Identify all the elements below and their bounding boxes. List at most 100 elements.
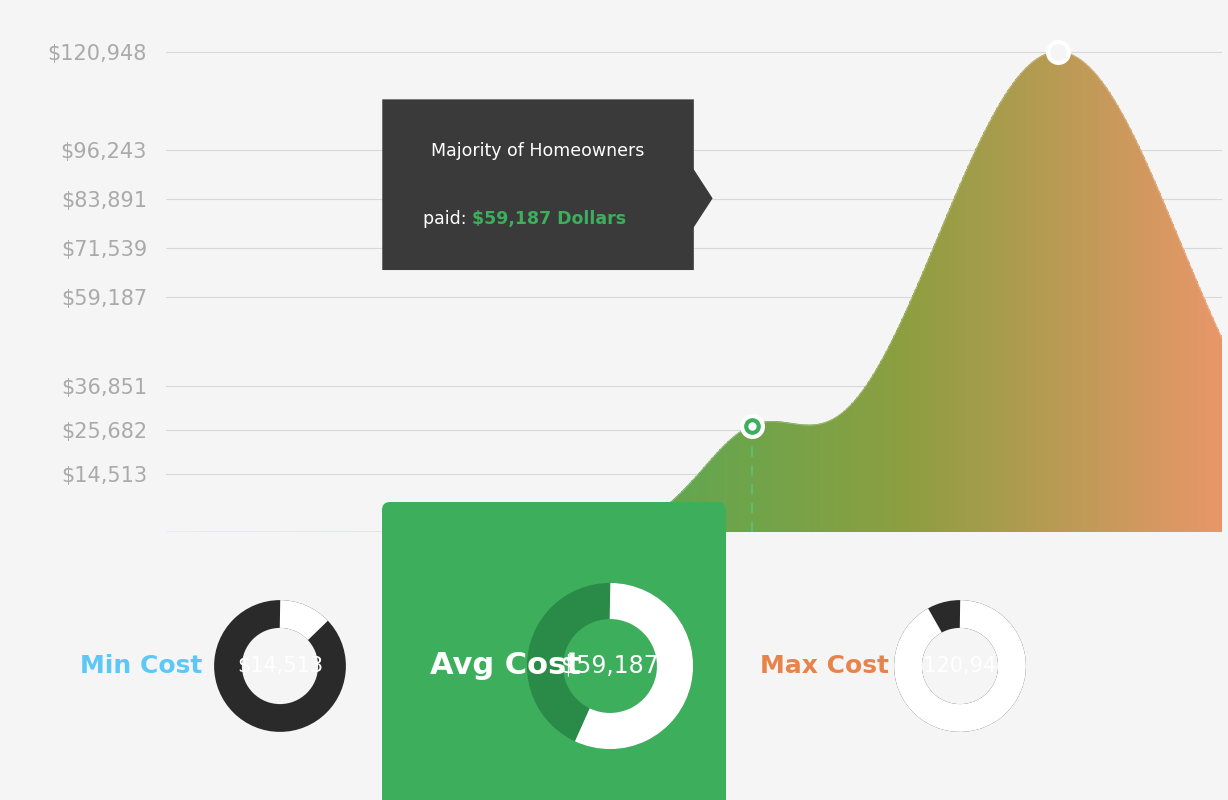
Polygon shape	[1183, 247, 1184, 532]
Polygon shape	[691, 480, 693, 532]
Polygon shape	[674, 498, 675, 532]
Polygon shape	[1054, 52, 1056, 532]
Polygon shape	[634, 523, 635, 532]
Polygon shape	[630, 524, 631, 532]
Polygon shape	[958, 187, 959, 532]
Polygon shape	[728, 441, 729, 532]
Polygon shape	[485, 527, 486, 532]
Polygon shape	[962, 178, 963, 532]
Polygon shape	[639, 522, 640, 532]
Polygon shape	[1065, 53, 1066, 532]
Polygon shape	[839, 414, 840, 532]
Polygon shape	[753, 425, 754, 532]
Polygon shape	[842, 411, 845, 532]
Polygon shape	[754, 424, 756, 532]
Polygon shape	[834, 418, 835, 532]
Polygon shape	[1083, 62, 1084, 532]
Polygon shape	[846, 409, 847, 532]
Polygon shape	[836, 417, 837, 532]
Polygon shape	[569, 525, 570, 532]
Polygon shape	[1109, 91, 1110, 532]
Polygon shape	[538, 514, 539, 532]
Polygon shape	[1214, 321, 1216, 532]
Polygon shape	[936, 240, 937, 532]
Polygon shape	[737, 433, 739, 532]
Polygon shape	[1170, 218, 1172, 532]
Polygon shape	[820, 424, 822, 532]
Polygon shape	[613, 528, 614, 532]
Polygon shape	[866, 385, 867, 532]
Polygon shape	[506, 518, 507, 532]
Polygon shape	[637, 522, 639, 532]
Polygon shape	[1008, 89, 1009, 532]
Polygon shape	[1122, 115, 1124, 532]
Polygon shape	[1093, 70, 1094, 532]
Polygon shape	[851, 403, 852, 532]
Polygon shape	[1103, 83, 1104, 532]
Polygon shape	[673, 499, 674, 532]
Polygon shape	[608, 529, 609, 532]
Polygon shape	[539, 514, 540, 532]
Polygon shape	[635, 523, 636, 532]
Polygon shape	[603, 530, 604, 532]
Polygon shape	[476, 530, 478, 532]
Polygon shape	[704, 467, 705, 532]
Polygon shape	[919, 281, 920, 532]
Polygon shape	[1022, 72, 1023, 532]
Polygon shape	[856, 398, 857, 532]
Polygon shape	[508, 518, 511, 532]
Polygon shape	[1136, 141, 1137, 532]
Polygon shape	[1012, 83, 1013, 532]
Polygon shape	[543, 515, 545, 532]
Polygon shape	[1078, 58, 1079, 532]
Polygon shape	[944, 218, 946, 532]
Polygon shape	[717, 451, 718, 532]
Polygon shape	[845, 410, 846, 532]
Polygon shape	[756, 424, 758, 532]
Polygon shape	[989, 122, 990, 532]
Polygon shape	[996, 108, 997, 532]
Polygon shape	[483, 528, 484, 532]
Polygon shape	[835, 417, 836, 532]
Polygon shape	[465, 531, 467, 532]
Polygon shape	[1158, 190, 1159, 532]
Polygon shape	[921, 274, 922, 532]
Polygon shape	[486, 526, 488, 532]
Polygon shape	[666, 505, 668, 532]
Polygon shape	[698, 474, 699, 532]
Polygon shape	[925, 265, 926, 532]
Polygon shape	[689, 162, 712, 234]
Polygon shape	[774, 422, 775, 532]
Polygon shape	[943, 221, 944, 532]
Polygon shape	[1200, 287, 1201, 532]
Polygon shape	[941, 227, 942, 532]
Polygon shape	[694, 478, 695, 532]
Polygon shape	[1194, 275, 1195, 532]
Polygon shape	[1013, 82, 1014, 532]
Polygon shape	[847, 408, 849, 532]
Polygon shape	[980, 138, 981, 532]
Polygon shape	[643, 519, 645, 532]
Polygon shape	[1049, 53, 1050, 532]
Polygon shape	[765, 422, 766, 532]
Polygon shape	[1098, 77, 1099, 532]
Polygon shape	[1211, 315, 1212, 532]
Polygon shape	[959, 184, 960, 532]
Polygon shape	[577, 527, 578, 532]
Polygon shape	[618, 527, 619, 532]
Polygon shape	[926, 262, 927, 532]
Polygon shape	[979, 141, 980, 532]
Polygon shape	[910, 299, 911, 532]
Polygon shape	[612, 529, 613, 532]
Polygon shape	[909, 302, 910, 532]
Polygon shape	[906, 307, 907, 532]
Polygon shape	[464, 531, 465, 532]
Polygon shape	[1208, 309, 1210, 532]
Polygon shape	[480, 529, 481, 532]
Polygon shape	[923, 269, 925, 532]
Polygon shape	[657, 512, 658, 532]
Polygon shape	[850, 405, 851, 532]
Polygon shape	[711, 458, 712, 532]
Polygon shape	[1088, 66, 1090, 532]
Polygon shape	[971, 158, 973, 532]
